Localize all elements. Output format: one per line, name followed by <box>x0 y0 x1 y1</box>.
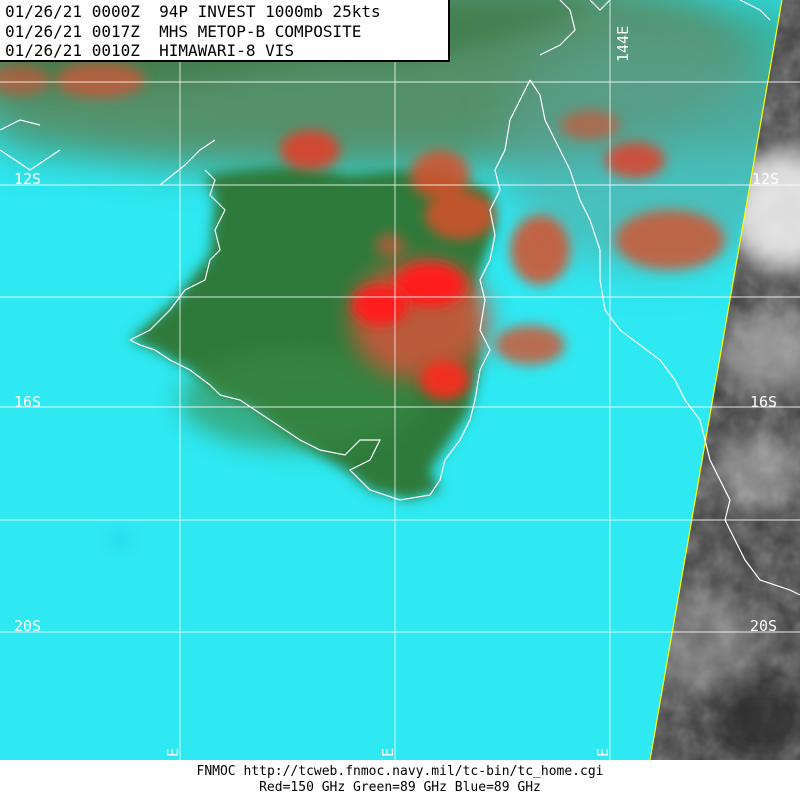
lat-label-20s-left: 20S <box>14 617 42 635</box>
lat-label-12s-right: 12S <box>752 170 780 188</box>
header-line-1: 01/26/21 0000Z 94P INVEST 1000mb 25kts <box>5 2 381 21</box>
header-line-2: 01/26/21 0017Z MHS METOP-B COMPOSITE <box>5 21 362 41</box>
lon-label-partial-left: E <box>164 747 182 757</box>
footer-url-line: FNMOC http://tcweb.fnmoc.navy.mil/tc-bin… <box>196 764 604 779</box>
header-info-box: 01/26/21 0000Z 94P INVEST 1000mb 25kts 01… <box>0 0 450 62</box>
lon-label-partial-right: E <box>594 747 612 757</box>
lon-label-144e: 144E <box>614 25 632 62</box>
footer-channel-line: Red=150 GHz Green=89 GHz Blue=89 GHz <box>259 780 541 795</box>
coastline <box>0 0 800 596</box>
lat-label-12s-left: 12S <box>14 170 42 188</box>
lat-label-16s-left: 16S <box>14 393 42 411</box>
header-line-3: 01/26/21 0010Z HIMAWARI-8 VIS <box>5 41 294 60</box>
lat-label-16s-right: 16S <box>750 393 778 411</box>
footer-credits: FNMOC http://tcweb.fnmoc.navy.mil/tc-bin… <box>0 760 800 800</box>
lat-label-20s-right: 20S <box>750 617 778 635</box>
lon-label-partial-center: E <box>379 747 397 757</box>
swath-edge-line <box>649 0 783 761</box>
lat-lon-grid <box>0 0 800 760</box>
